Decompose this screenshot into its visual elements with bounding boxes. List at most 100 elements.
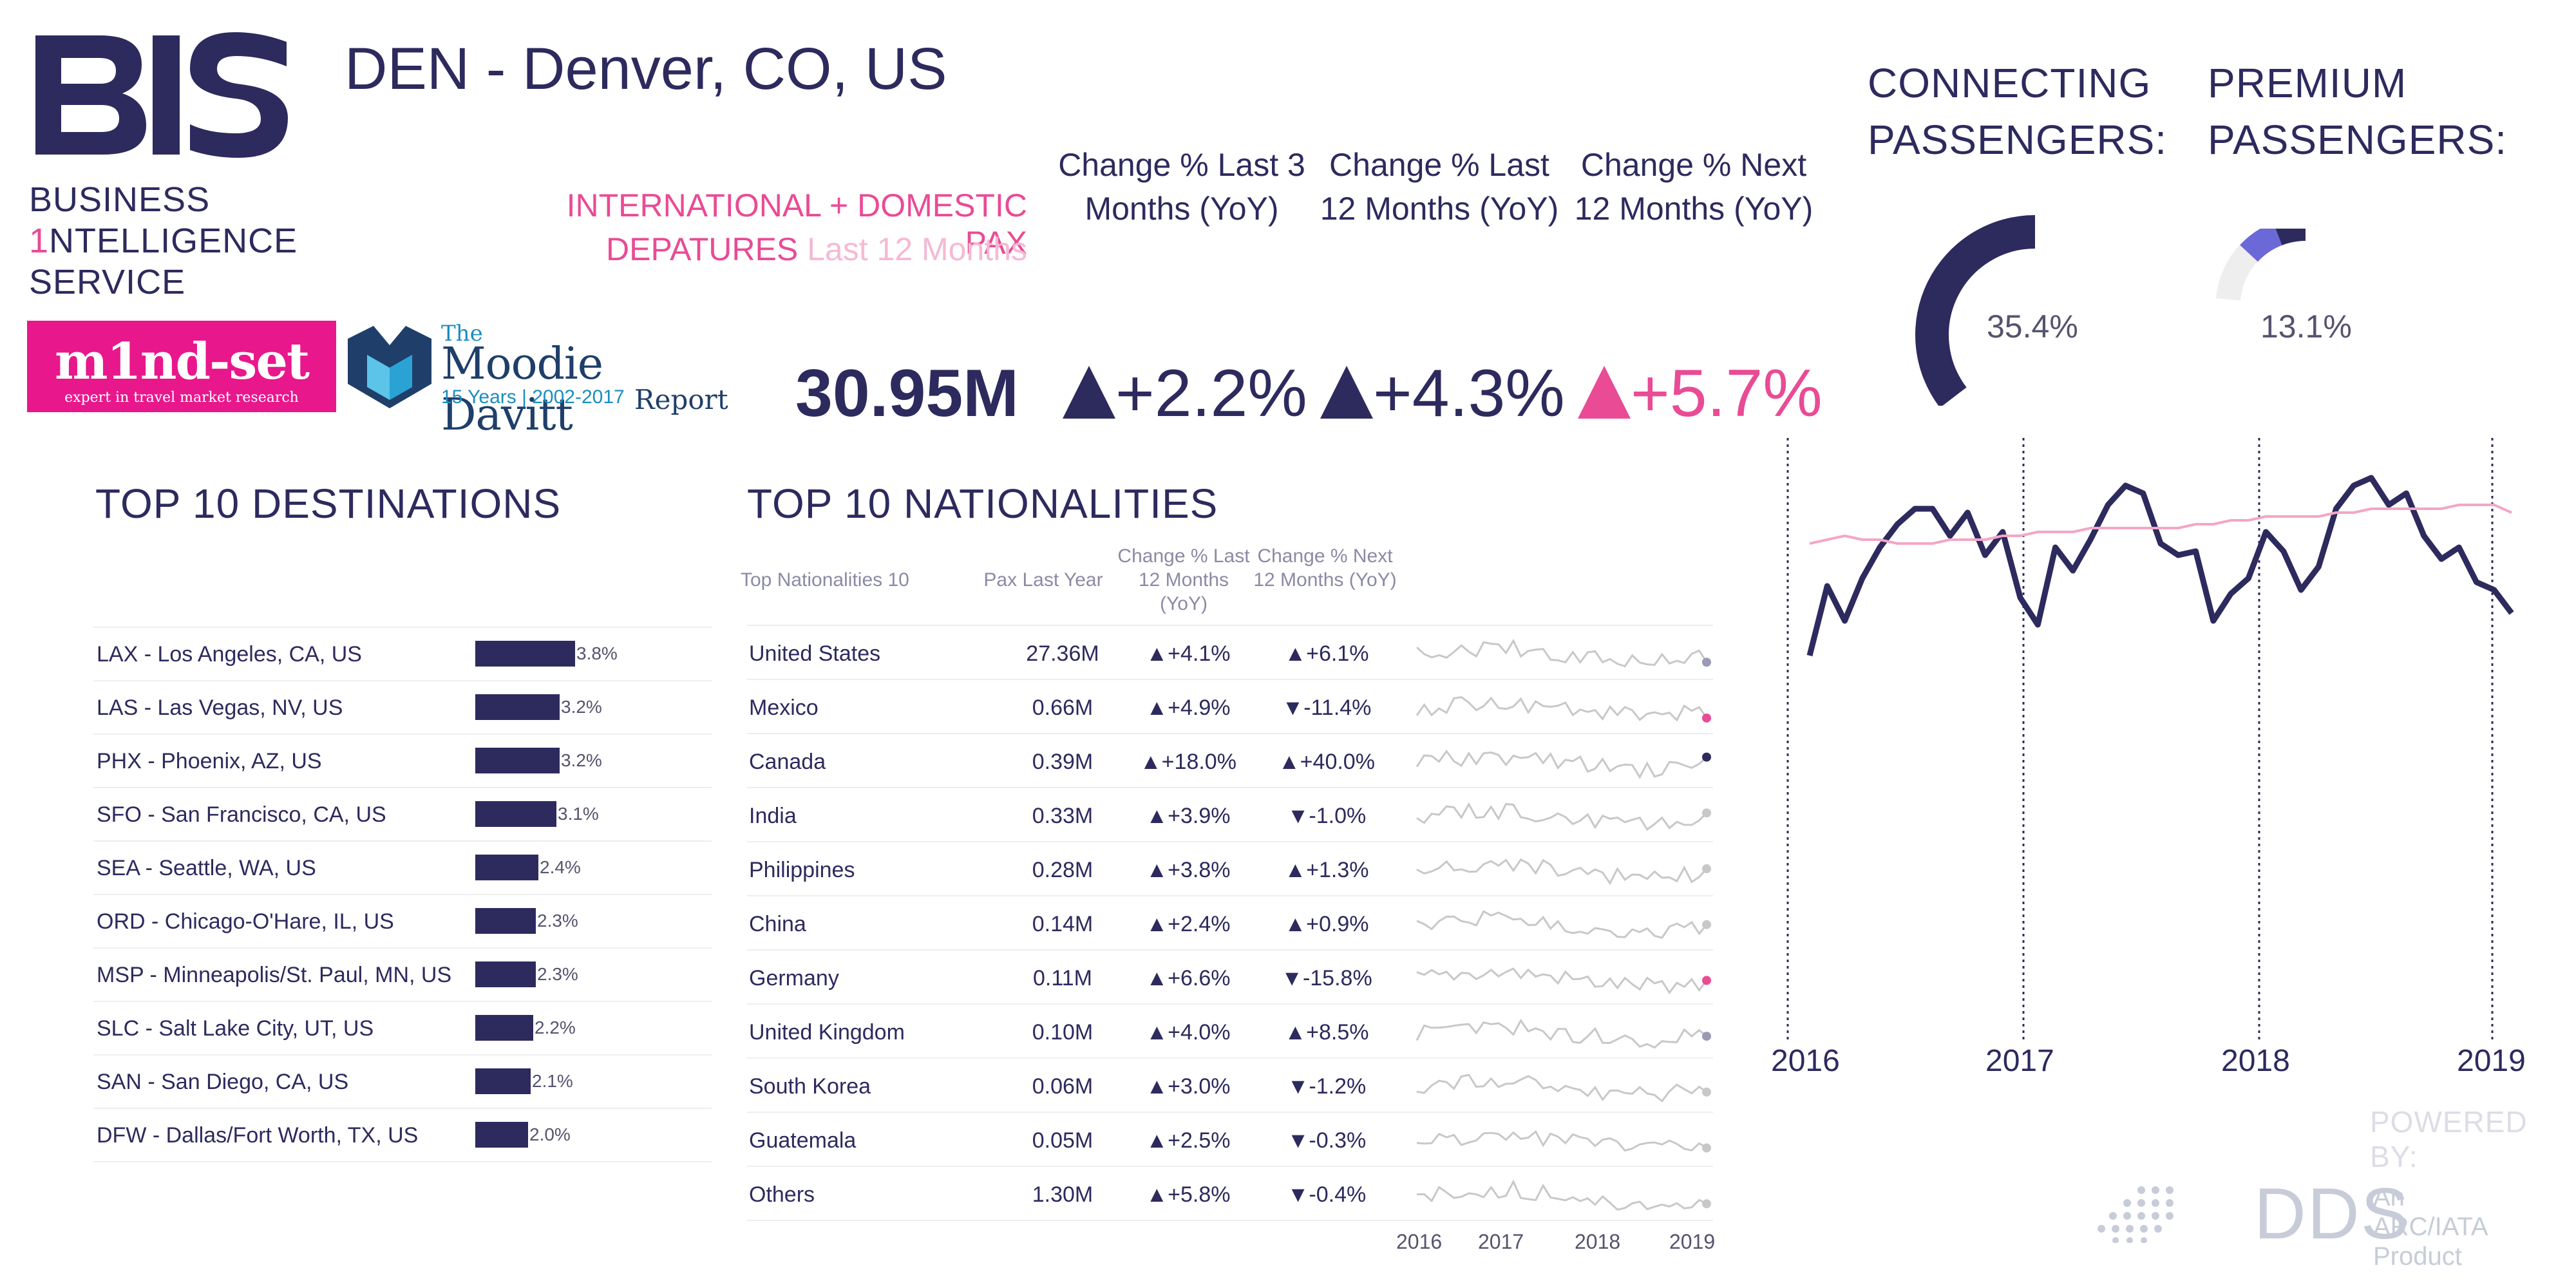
destination-share: 3.1% (558, 804, 599, 824)
destination-row: SLC - Salt Lake City, UT, US 2.2% (93, 1001, 712, 1056)
nationality-name: South Korea (749, 1074, 871, 1099)
sparkline-path (1416, 1130, 1707, 1152)
destination-bar (475, 1068, 531, 1094)
spark-year-2019: 2019 (1669, 1230, 1716, 1253)
powered-by-label: POWERED BY: (2370, 1105, 2528, 1173)
pax-subtitle-line2: DEPATURES Last 12 Months (502, 231, 1027, 268)
bis-line-2-one: 1 (29, 222, 50, 260)
nationality-change-next12: ▲+8.5% (1284, 1020, 1369, 1045)
sparkline-path (1416, 1018, 1707, 1049)
destination-bar (475, 641, 575, 667)
destination-row: SAN - San Diego, CA, US 2.1% (93, 1054, 712, 1109)
nat-header-next12: Change % Next 12 Months (YoY) (1253, 545, 1397, 591)
destination-share: 2.1% (532, 1071, 573, 1091)
nationality-change-next12: ▼-15.8% (1281, 966, 1372, 990)
destination-bar (475, 855, 538, 880)
bis-line-1: BUSINESS (29, 180, 211, 219)
dds-logo: DDS An ARC/IATA Product (2096, 1172, 2488, 1271)
nationality-change-next12: ▲+40.0% (1278, 750, 1375, 774)
sparkline-end-dot (1702, 713, 1711, 723)
sparkline-path (1416, 858, 1708, 886)
nationality-pax: 0.33M (1032, 804, 1094, 828)
premium-value: 13.1% (2260, 308, 2352, 345)
dds-subtitle: An ARC/IATA Product (2373, 1182, 2488, 1271)
destination-row: DFW - Dallas/Fort Worth, TX, US 2.0% (93, 1108, 712, 1162)
nationality-change-last12: ▲+2.5% (1146, 1128, 1231, 1153)
nationality-name: Others (749, 1182, 815, 1207)
connecting-gauge-arc (1915, 215, 2036, 406)
nationality-change-last12: ▲+4.9% (1146, 696, 1231, 720)
nationality-sparkline (1416, 749, 1711, 779)
pax-subtitle-light: Last 12 Months (798, 231, 1027, 267)
chart-x-label-2016: 2016 (1771, 1044, 1840, 1078)
sparkline-path (1416, 967, 1708, 995)
destination-name: SLC - Salt Lake City, UT, US (97, 1016, 374, 1041)
nationality-change-last12: ▲+3.9% (1146, 804, 1231, 828)
moodie-report: Report (634, 384, 728, 415)
premium-gauge-arc-1 (2240, 229, 2283, 262)
nationality-sparkline (1416, 638, 1711, 668)
spark-year-2017: 2017 (1478, 1230, 1524, 1253)
nationality-row: India 0.33M ▲+3.9% ▼-1.0% (747, 787, 1713, 842)
destination-share: 2.0% (529, 1124, 571, 1144)
main-trend-chart (1786, 438, 2514, 1043)
destination-share: 2.4% (540, 857, 581, 877)
mindset-logo: m1nd-set expert in travel market researc… (27, 321, 336, 412)
triangle-up-icon (1063, 366, 1115, 419)
spark-year-2016: 2016 (1396, 1230, 1443, 1253)
nationality-row: Philippines 0.28M ▲+3.8% ▲+1.3% (747, 841, 1713, 896)
nationality-row: United Kingdom 0.10M ▲+4.0% ▲+8.5% (747, 1003, 1713, 1059)
mindset-name: m1nd-set (55, 332, 310, 391)
nationality-pax: 0.11M (1033, 966, 1092, 990)
destination-row: PHX - Phoenix, AZ, US 3.2% (93, 734, 712, 788)
nationality-change-next12: ▼-0.3% (1287, 1128, 1367, 1153)
kpi-change-next12: +5.7% (1578, 355, 1823, 432)
nationality-change-last12: ▲+3.0% (1146, 1074, 1231, 1099)
sparkline-path (1416, 749, 1708, 779)
nationality-name: Guatemala (749, 1128, 857, 1153)
nationality-pax: 0.66M (1032, 696, 1094, 720)
nationality-row: Guatemala 0.05M ▲+2.5% ▼-0.3% (747, 1112, 1713, 1167)
connecting-title: CONNECTING PASSENGERS: (1868, 55, 2167, 168)
nationality-sparkline (1416, 1074, 1711, 1103)
kpi-total-pax: 30.95M (795, 356, 1019, 431)
nationality-row: Others 1.30M ▲+5.8% ▼-0.4% (747, 1166, 1713, 1221)
nationality-sparkline (1416, 910, 1711, 939)
kpi-change-next12-value: +5.7% (1631, 356, 1823, 431)
nationality-row: Mexico 0.66M ▲+4.9% ▼-11.4% (747, 679, 1713, 734)
kpi-head-last12: Change % Last 12 Months (YoY) (1320, 147, 1559, 227)
premium-title-2: PASSENGERS: (2208, 117, 2508, 163)
nationality-pax: 0.28M (1032, 858, 1094, 882)
destination-row: MSP - Minneapolis/St. Paul, MN, US 2.3% (93, 947, 712, 1002)
nationality-name: Germany (749, 966, 839, 990)
destination-bar (475, 1122, 528, 1148)
destination-row: SFO - San Francisco, CA, US 3.1% (93, 787, 712, 842)
connecting-title-2: PASSENGERS: (1868, 117, 2168, 163)
destination-bar (475, 908, 536, 934)
nationality-name: Canada (749, 750, 826, 774)
premium-gauge-arc-2 (2275, 229, 2306, 246)
trend-line-baseline (1809, 504, 2512, 545)
sparkline-end-dot (1702, 1087, 1711, 1097)
nationality-pax: 0.14M (1032, 912, 1094, 936)
dds-subtitle-1: An ARC/IATA (2373, 1183, 2488, 1241)
destination-name: LAX - Los Angeles, CA, US (97, 642, 362, 667)
nationality-row: United States 27.36M ▲+4.1% ▲+6.1% (747, 625, 1713, 680)
destination-name: ORD - Chicago-O'Hare, IL, US (97, 909, 394, 934)
destination-name: SAN - San Diego, CA, US (97, 1070, 349, 1094)
nationality-change-last12: ▲+5.8% (1146, 1182, 1231, 1207)
sparkline-end-dot (1702, 808, 1711, 818)
nationality-pax: 0.39M (1032, 750, 1094, 774)
nationality-sparkline (1416, 696, 1711, 723)
page-title: DEN - Denver, CO, US (345, 36, 947, 102)
bis-logo-icon (35, 32, 288, 158)
sparkline-end-dot (1702, 1143, 1711, 1153)
sparkline-path (1416, 638, 1708, 668)
dds-dots-icon (2098, 1186, 2174, 1243)
destination-share: 2.2% (535, 1018, 576, 1037)
premium-title: PREMIUM PASSENGERS: (2208, 55, 2507, 168)
chart-x-label-2019: 2019 (2457, 1044, 2526, 1078)
dds-subtitle-2: Product (2373, 1242, 2462, 1271)
sparkline-end-dot (1702, 658, 1711, 667)
nationality-change-next12: ▼-1.2% (1287, 1074, 1367, 1099)
